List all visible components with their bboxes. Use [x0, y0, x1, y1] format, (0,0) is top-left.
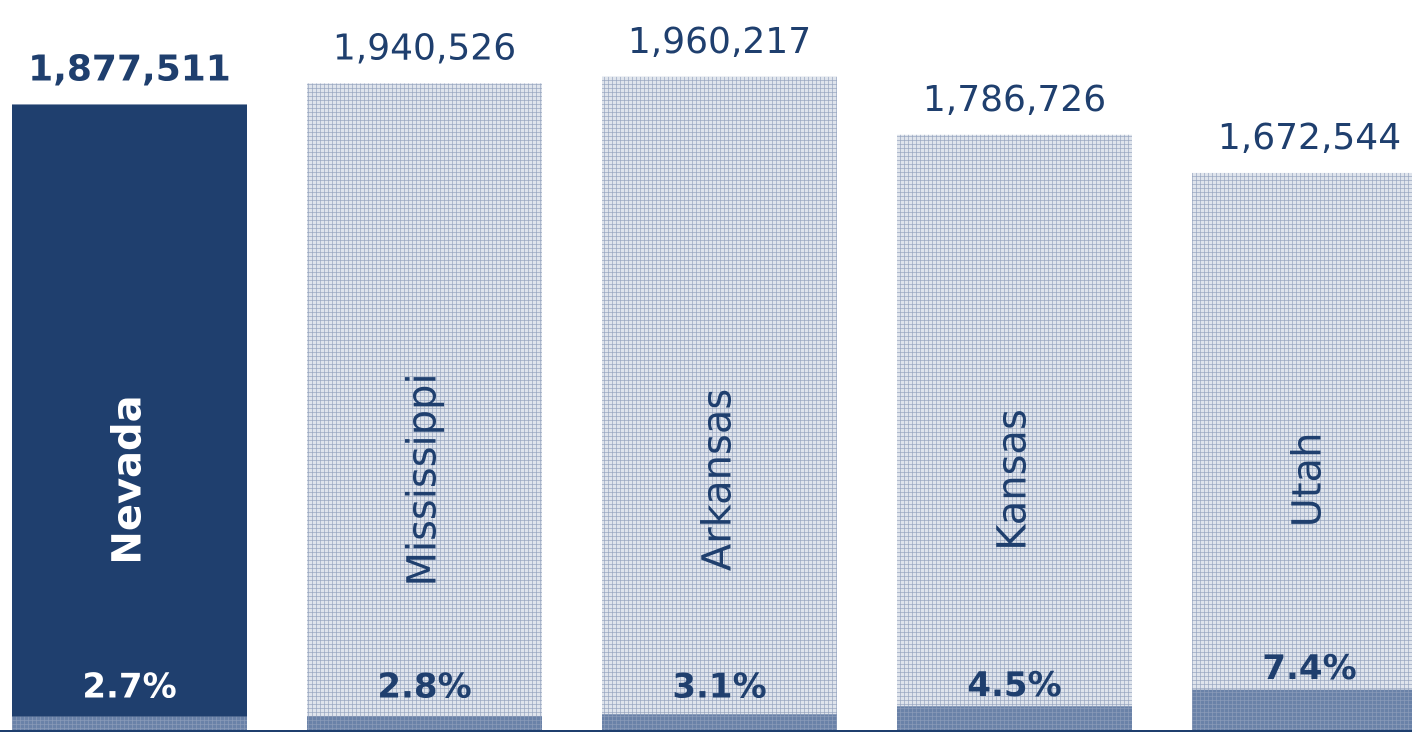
share-label: 2.7%: [82, 667, 176, 707]
value-label: 1,786,726: [923, 79, 1106, 120]
share-label: 2.8%: [377, 667, 471, 707]
value-label: 1,877,511: [28, 48, 231, 89]
category-label: Kansas: [990, 409, 1036, 551]
category-label: Arkansas: [695, 389, 741, 571]
category-label: Utah: [1285, 433, 1331, 528]
share-hatch: [12, 716, 247, 732]
bar-hatch: [602, 76, 837, 732]
share-label: 3.1%: [672, 667, 766, 707]
value-label: 1,672,544: [1218, 117, 1401, 158]
share-hatch: [1192, 689, 1412, 732]
bar-hatch: [307, 83, 542, 732]
share-hatch: [307, 715, 542, 732]
share-hatch: [602, 714, 837, 732]
share-label: 4.5%: [967, 665, 1061, 705]
bar-hatch: [897, 134, 1132, 732]
category-label: Nevada: [105, 395, 151, 564]
category-label: Mississippi: [400, 373, 446, 586]
bar-hatch: [1192, 172, 1412, 732]
share-label: 7.4%: [1262, 648, 1356, 688]
value-label: 1,960,217: [628, 21, 811, 62]
share-hatch: [897, 706, 1132, 732]
value-label: 1,940,526: [333, 27, 516, 68]
bar: [12, 104, 247, 732]
